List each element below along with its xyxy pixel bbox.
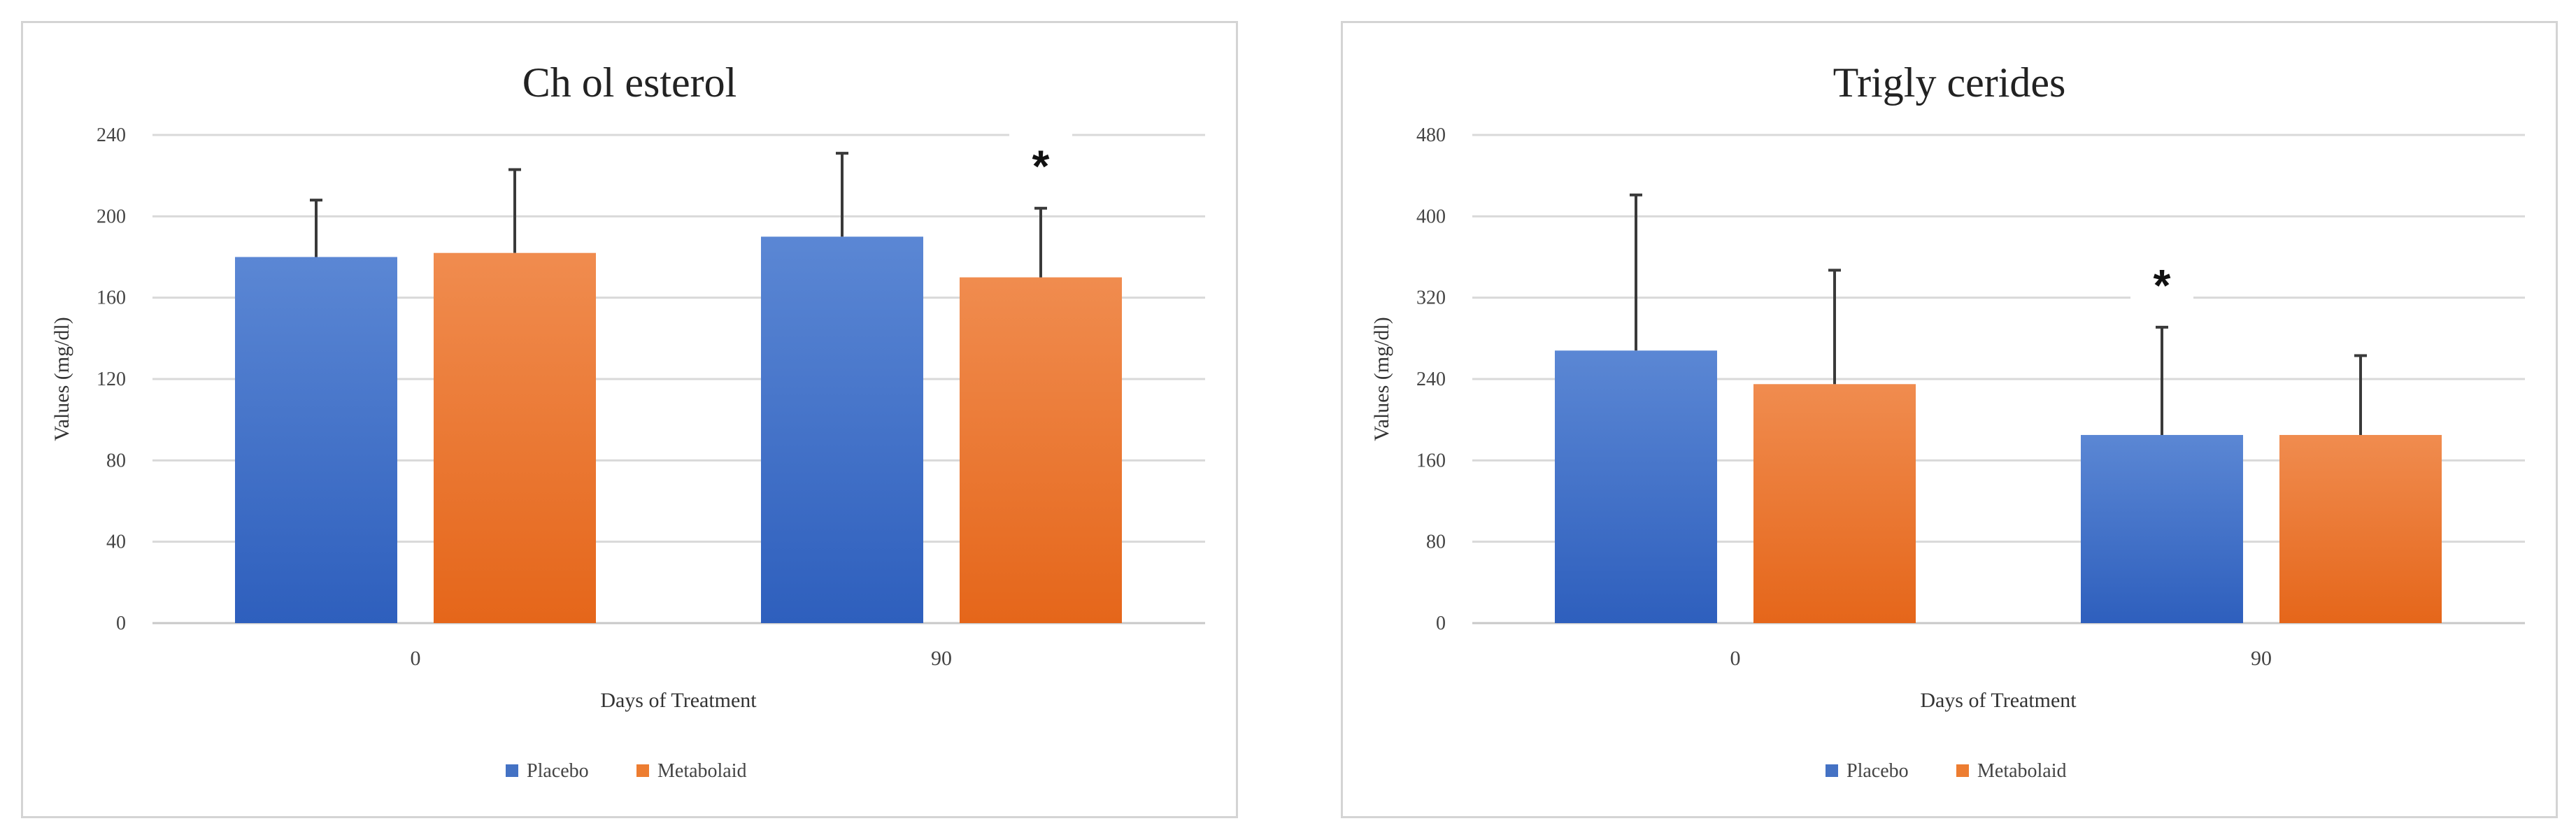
x-axis-label: Days of Treatment: [1920, 689, 2077, 712]
legend-label-metabolaid: Metabolaid: [657, 760, 747, 782]
triglycerides-chart: Trigly cerides 0 80 160 240 320 400 480 Values (…: [1370, 59, 2525, 782]
y-tick-label: 200: [97, 206, 126, 227]
y-axis-label: Values (mg/dl): [1370, 317, 1393, 441]
significance-asterisk: *: [1032, 141, 1050, 192]
x-tick-label: 0: [1730, 647, 1741, 670]
chart-title: Trigly cerides: [1833, 59, 2066, 106]
legend-swatch-metabolaid: [636, 764, 649, 777]
y-tick-label: 400: [1416, 206, 1446, 227]
triglycerides-chart-panel: Trigly cerides 0 80 160 240 320 400 480 Values (…: [1341, 21, 2558, 818]
legend-label-metabolaid: Metabolaid: [1977, 760, 2067, 782]
bar-metabolaid-day-0: [1753, 384, 1916, 623]
y-tick-label: 40: [106, 531, 126, 553]
legend-label-placebo: Placebo: [1846, 760, 1909, 782]
bar-placebo-day-0: [235, 257, 397, 623]
bar-metabolaid-day-90: [2279, 434, 2442, 623]
y-tick-label: 320: [1416, 287, 1446, 309]
annotation-background: [2130, 243, 2193, 310]
cholesterol-chart: Ch ol esterol 0 40 80 120 160 200 240 Values (mg…: [50, 59, 1205, 782]
cholesterol-chart-panel: Ch ol esterol 0 40 80 120 160 200 240 Values (mg…: [21, 21, 1238, 818]
x-tick-label: 0: [411, 647, 421, 670]
bar-placebo-day-90: [2081, 434, 2243, 623]
legend-swatch-placebo: [1826, 764, 1838, 777]
bar-metabolaid-day-0: [434, 252, 596, 623]
y-tick-label: 120: [97, 369, 126, 390]
y-tick-label: 80: [1426, 531, 1446, 553]
x-tick-label: 90: [931, 647, 952, 670]
y-tick-label: 0: [116, 613, 126, 634]
x-tick-label: 90: [2251, 647, 2272, 670]
y-tick-label: 240: [1416, 369, 1446, 390]
x-axis-label: Days of Treatment: [600, 689, 757, 712]
significance-asterisk: *: [2154, 260, 2171, 311]
y-axis-label: Values (mg/dl): [50, 317, 73, 441]
legend-swatch-metabolaid: [1956, 764, 1969, 777]
legend-swatch-placebo: [506, 764, 518, 777]
y-tick-label: 80: [106, 450, 126, 471]
y-tick-label: 160: [1416, 450, 1446, 471]
legend-label-placebo: Placebo: [527, 760, 589, 782]
bar-placebo-day-90: [761, 236, 923, 624]
chart-title: Ch ol esterol: [522, 59, 737, 106]
bar-metabolaid-day-90: [960, 277, 1122, 623]
y-tick-label: 160: [97, 287, 126, 309]
y-tick-label: 0: [1436, 613, 1446, 634]
y-tick-label: 240: [97, 124, 126, 146]
bar-placebo-day-0: [1555, 350, 1717, 623]
y-tick-label: 480: [1416, 124, 1446, 146]
annotation-background: [1009, 124, 1072, 191]
